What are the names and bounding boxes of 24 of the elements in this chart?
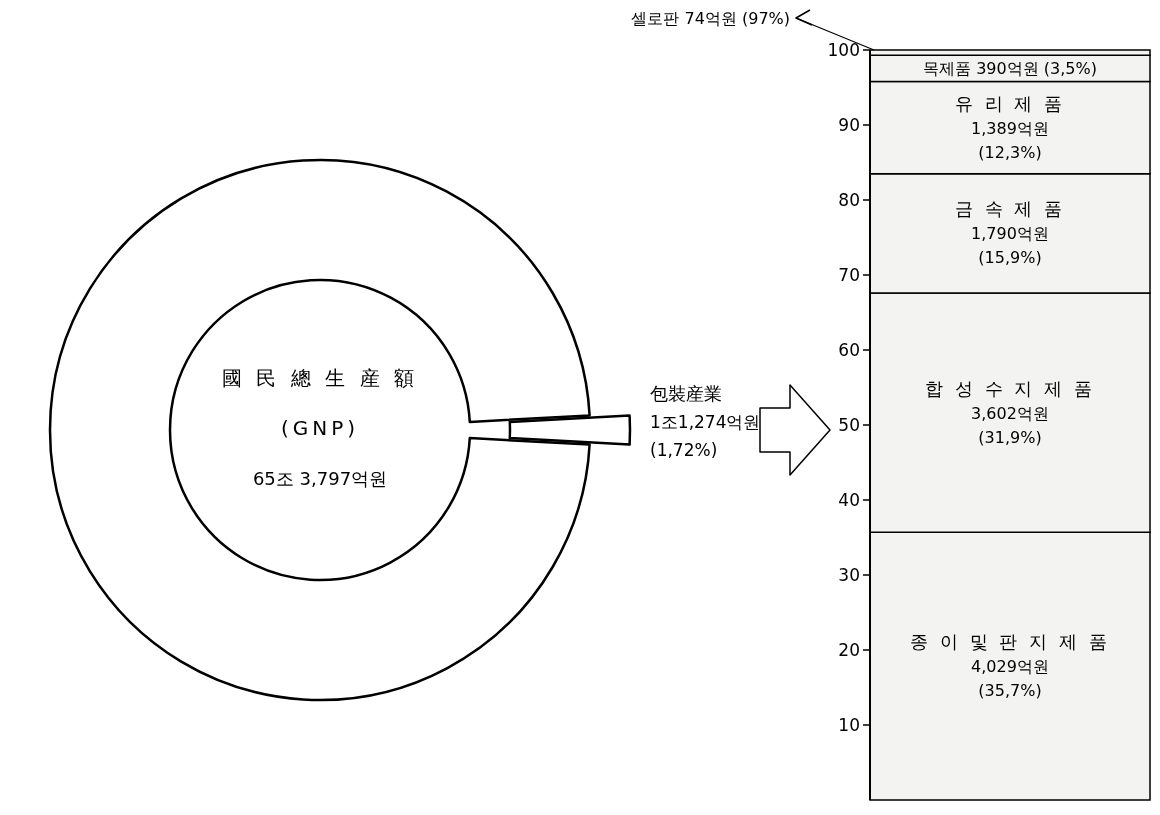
text: 1조1,274억원 (1,72%) [650, 412, 761, 460]
category-label: 國 民 總 生 産 額 (GNP) [222, 366, 418, 440]
y-tick-label: 90 [838, 115, 860, 135]
y-tick-label: 30 [838, 565, 860, 585]
y-tick-label: 80 [838, 190, 860, 210]
annotation: 1,389억원 (12,3%) [971, 118, 1049, 162]
y-tick-label: 60 [838, 340, 860, 360]
annotation: 4,029억원 (35,7%) [971, 657, 1049, 701]
series-label: 금 속 제 품 [954, 198, 1066, 220]
y-tick-label: 50 [838, 415, 860, 435]
y-tick-label: 100 [827, 40, 860, 60]
text: 65조 3,797억원 [252, 468, 388, 489]
series-label: 합 성 수 지 제 품 [925, 377, 1095, 399]
annotation: 1,790억원 (15,9%) [971, 224, 1049, 268]
y-tick-label: 40 [838, 490, 860, 510]
series-label: 종 이 및 판 지 제 품 [910, 631, 1110, 653]
slice-label: 包裝産業 [650, 383, 722, 404]
series-label: 유 리 제 품 [954, 92, 1066, 114]
annotation: 3,602억원 (31,9%) [971, 403, 1049, 447]
text: 셀로판 74억원 (97%) [631, 9, 790, 28]
y-tick-label: 10 [838, 715, 860, 735]
y-tick-label: 20 [838, 640, 860, 660]
text: 목제품 390억원 (3,5%) [923, 59, 1097, 79]
y-tick-label: 70 [838, 265, 860, 285]
